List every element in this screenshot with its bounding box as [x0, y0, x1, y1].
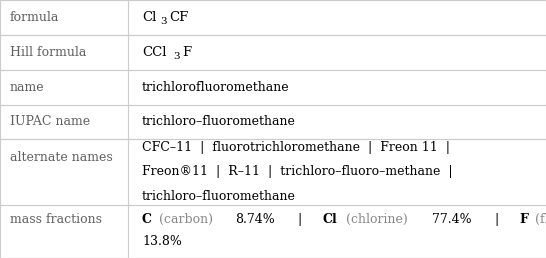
Text: Cl: Cl [142, 11, 156, 24]
Text: trichloro–fluoromethane: trichloro–fluoromethane [142, 190, 296, 203]
Text: CFC–11  |  fluorotrichloromethane  |  Freon 11  |: CFC–11 | fluorotrichloromethane | Freon … [142, 141, 450, 154]
Text: (fluorine): (fluorine) [531, 213, 546, 226]
Text: Cl: Cl [323, 213, 337, 226]
Text: CF: CF [169, 11, 188, 24]
Text: IUPAC name: IUPAC name [10, 115, 90, 128]
Text: trichlorofluoromethane: trichlorofluoromethane [142, 80, 289, 94]
Text: 3: 3 [174, 52, 180, 61]
Text: F: F [182, 46, 191, 59]
Text: 13.8%: 13.8% [142, 236, 182, 248]
Text: |: | [286, 213, 314, 226]
Text: 8.74%: 8.74% [235, 213, 275, 226]
Text: F: F [519, 213, 528, 226]
Text: CCl: CCl [142, 46, 167, 59]
Text: 77.4%: 77.4% [432, 213, 471, 226]
Text: Hill formula: Hill formula [10, 46, 86, 59]
Text: Freon®11  |  R–11  |  trichloro–fluoro–methane  |: Freon®11 | R–11 | trichloro–fluoro–metha… [142, 165, 453, 179]
Text: alternate names: alternate names [10, 151, 112, 164]
Text: trichloro–fluoromethane: trichloro–fluoromethane [142, 115, 296, 128]
Text: (chlorine): (chlorine) [342, 213, 411, 226]
Text: name: name [10, 80, 44, 94]
Text: (carbon): (carbon) [155, 213, 217, 226]
Text: |: | [483, 213, 511, 226]
Text: 3: 3 [161, 18, 167, 27]
Text: mass fractions: mass fractions [10, 213, 102, 226]
Text: formula: formula [10, 11, 59, 24]
Text: C: C [142, 213, 152, 226]
